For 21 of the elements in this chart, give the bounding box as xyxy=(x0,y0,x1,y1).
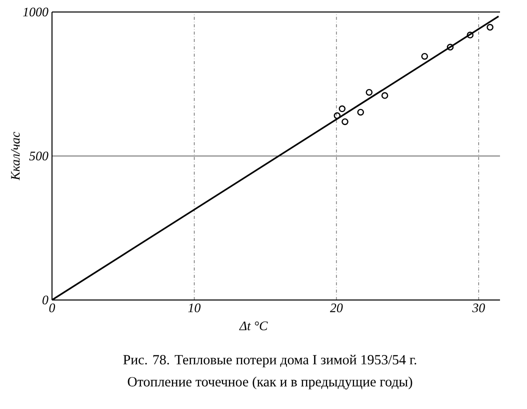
y-tick-label: 1000 xyxy=(23,8,48,16)
x-tick-label: 20 xyxy=(330,304,343,312)
y-tick-label: 0 xyxy=(42,296,48,304)
point xyxy=(421,52,428,60)
x-axis-title: Δt °C xyxy=(239,322,268,330)
x-tick-label: 0 xyxy=(49,304,56,312)
point xyxy=(486,24,494,31)
point xyxy=(466,32,474,38)
y-axis-title: Ккал/час xyxy=(11,132,20,180)
point xyxy=(357,108,364,116)
y-tick-label: 500 xyxy=(29,152,48,160)
text: Отопление точечное (как и в предыдущие годы) xyxy=(128,376,412,390)
point xyxy=(342,118,348,126)
point xyxy=(381,92,388,99)
x-tick-label: 30 xyxy=(472,304,485,312)
point xyxy=(366,88,373,96)
text: Рис. 78. Тепловые потери дома I зимой 1953/54 г. xyxy=(123,354,416,368)
point xyxy=(338,105,346,112)
x-tick-label: 10 xyxy=(188,304,201,312)
point xyxy=(446,44,454,51)
point xyxy=(334,112,341,120)
